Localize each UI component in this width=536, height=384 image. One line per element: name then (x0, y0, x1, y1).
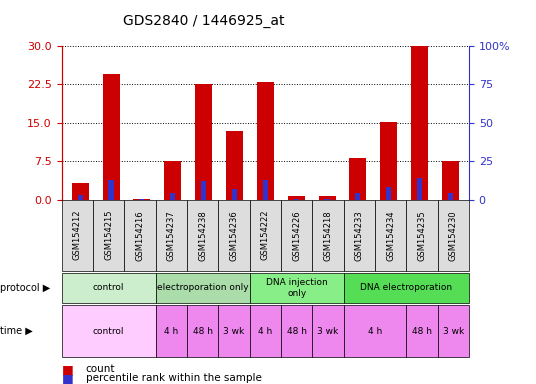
Text: 48 h: 48 h (192, 327, 213, 336)
Text: DNA injection
only: DNA injection only (266, 278, 327, 298)
Bar (102, 74, 120, 200)
Bar (108, 180, 114, 200)
Text: GDS2840 / 1446925_at: GDS2840 / 1446925_at (123, 14, 285, 28)
Bar (226, 131, 243, 200)
Text: 48 h: 48 h (412, 327, 432, 336)
Bar (170, 193, 175, 200)
Bar (232, 189, 237, 200)
Text: 48 h: 48 h (287, 327, 307, 336)
Text: 4 h: 4 h (164, 327, 178, 336)
Text: GSM154222: GSM154222 (261, 210, 270, 260)
Text: GSM154230: GSM154230 (449, 210, 458, 260)
Bar (294, 199, 299, 200)
Text: 4 h: 4 h (258, 327, 272, 336)
Text: electroporation only: electroporation only (157, 283, 249, 293)
Text: 3 wk: 3 wk (224, 327, 244, 336)
Text: GSM154216: GSM154216 (136, 210, 145, 260)
Bar (380, 122, 397, 200)
Bar (318, 196, 336, 200)
Text: GSM154236: GSM154236 (229, 210, 239, 261)
Text: GSM154218: GSM154218 (324, 210, 332, 260)
Text: GSM154212: GSM154212 (73, 210, 82, 260)
Bar (411, 46, 428, 200)
Bar (78, 195, 83, 200)
Text: 3 wk: 3 wk (317, 327, 339, 336)
Bar (72, 183, 88, 200)
Text: DNA electroporation: DNA electroporation (360, 283, 452, 293)
Text: GSM154226: GSM154226 (292, 210, 301, 260)
Text: ■: ■ (62, 363, 73, 376)
Bar (324, 199, 330, 200)
Bar (139, 199, 144, 200)
Text: 3 wk: 3 wk (443, 327, 464, 336)
Text: protocol ▶: protocol ▶ (0, 283, 50, 293)
Text: count: count (86, 364, 115, 374)
Text: GSM154234: GSM154234 (386, 210, 395, 260)
Text: GSM154238: GSM154238 (198, 210, 207, 261)
Bar (417, 178, 422, 200)
Bar (263, 180, 268, 200)
Bar (195, 84, 212, 200)
Bar (164, 161, 181, 200)
Text: ■: ■ (62, 372, 73, 384)
Text: GSM154235: GSM154235 (418, 210, 427, 260)
Bar (257, 82, 274, 200)
Text: control: control (93, 283, 124, 293)
Text: 4 h: 4 h (368, 327, 382, 336)
Text: control: control (93, 327, 124, 336)
Text: time ▶: time ▶ (0, 326, 33, 336)
Bar (386, 187, 391, 200)
Bar (442, 161, 459, 200)
Text: GSM154215: GSM154215 (104, 210, 113, 260)
Text: GSM154233: GSM154233 (355, 210, 364, 261)
Text: percentile rank within the sample: percentile rank within the sample (86, 373, 262, 383)
Bar (349, 158, 367, 200)
Bar (448, 193, 453, 200)
Text: GSM154237: GSM154237 (167, 210, 176, 261)
Bar (288, 195, 304, 200)
Bar (133, 199, 151, 200)
Bar (201, 181, 206, 200)
Bar (355, 193, 360, 200)
